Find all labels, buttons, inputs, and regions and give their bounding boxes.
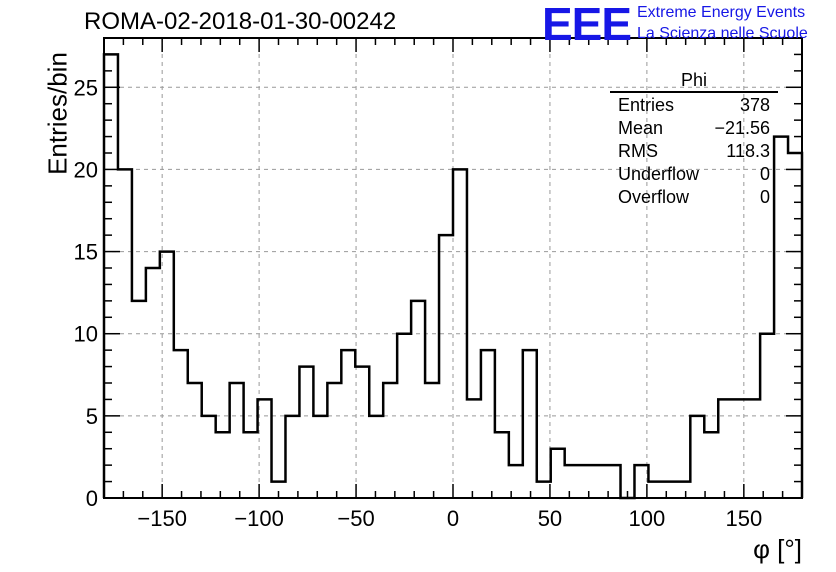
stats-value: 0 <box>759 164 770 184</box>
logo-line-2: La Scienza nelle Scuole <box>637 25 808 42</box>
x-tick-label: 50 <box>538 506 562 531</box>
stats-box: Phi Entries 378 Mean −21.56 RMS 118.3 Un… <box>610 70 778 209</box>
x-tick-label: −150 <box>137 506 187 531</box>
histogram-bin <box>411 301 425 498</box>
histogram-bin <box>104 54 118 498</box>
x-tick-label: 100 <box>629 506 666 531</box>
histogram-bin <box>299 367 313 498</box>
histogram-bin <box>676 482 690 498</box>
histogram-bin <box>341 350 355 498</box>
stats-value: 118.3 <box>726 141 770 161</box>
histogram-bin <box>216 432 230 498</box>
histogram-bin <box>760 334 774 498</box>
histogram-bin <box>202 416 216 498</box>
histogram-bin <box>188 383 202 498</box>
histogram-bin <box>537 482 551 498</box>
x-tick-label: 150 <box>725 506 762 531</box>
y-tick-label: 20 <box>74 157 98 182</box>
x-tick-label: −50 <box>337 506 374 531</box>
histogram-bin <box>495 432 509 498</box>
histogram-bin <box>648 482 662 498</box>
histogram-bin <box>285 416 299 498</box>
stats-row-entries: Entries 378 <box>610 94 778 117</box>
y-tick-label: 0 <box>86 486 98 511</box>
histogram-bin <box>732 399 746 498</box>
histogram-bin <box>579 465 593 498</box>
histogram-bin <box>174 350 188 498</box>
histogram-bin <box>593 465 607 498</box>
histogram-bin <box>118 169 132 498</box>
logo-line-1: Extreme Energy Events <box>637 4 806 21</box>
stats-row-mean: Mean −21.56 <box>610 117 778 140</box>
stats-row-underflow: Underflow 0 <box>610 163 778 186</box>
histogram-bin <box>369 416 383 498</box>
y-axis-label: Entries/bin <box>42 52 73 175</box>
histogram-bin <box>397 334 411 498</box>
histogram-bin <box>523 350 537 498</box>
histogram-bin <box>704 432 718 498</box>
histogram-bin <box>327 383 341 498</box>
stats-row-overflow: Overflow 0 <box>610 186 778 209</box>
histogram-bin <box>746 399 760 498</box>
stats-value: 378 <box>739 95 770 115</box>
y-tick-label: 15 <box>74 240 98 265</box>
histogram-bin <box>718 399 732 498</box>
histogram-line <box>102 53 804 500</box>
histogram-bin <box>551 449 565 498</box>
chart-title: ROMA-02-2018-01-30-00242 <box>84 8 397 35</box>
histogram-bin <box>383 383 397 498</box>
histogram-bin <box>132 301 146 498</box>
x-tick-label: −100 <box>234 506 284 531</box>
histogram-bin <box>788 153 802 498</box>
stats-value: −21.56 <box>714 118 770 138</box>
stats-label: RMS <box>618 141 658 161</box>
histogram-bin <box>230 383 244 498</box>
stats-label: Underflow <box>618 164 700 184</box>
eee-logo: EEE <box>542 0 632 50</box>
logo-caption: Extreme Energy Events La Scienza nelle S… <box>637 2 808 44</box>
histogram-bin <box>439 235 453 498</box>
x-axis-label: φ [°] <box>753 534 802 564</box>
histogram-bin <box>690 416 704 498</box>
histogram-bin <box>467 399 481 498</box>
histogram-bin <box>146 268 160 498</box>
histogram-bin <box>355 367 369 498</box>
histogram-bin <box>565 465 579 498</box>
y-tick-label: 25 <box>74 75 98 100</box>
stats-title: Phi <box>610 70 778 93</box>
x-tick-label: 0 <box>447 506 459 531</box>
histogram-bin <box>481 350 495 498</box>
histogram-series <box>102 53 804 500</box>
stats-row-rms: RMS 118.3 <box>610 140 778 163</box>
stats-label: Overflow <box>618 187 690 207</box>
y-tick-label: 10 <box>74 322 98 347</box>
histogram-bin <box>160 252 174 498</box>
y-tick-label: 5 <box>86 404 98 429</box>
histogram-bin <box>425 383 439 498</box>
stats-value: 0 <box>759 187 770 207</box>
stats-label: Entries <box>618 95 675 115</box>
stats-label: Mean <box>618 118 664 138</box>
histogram-bin <box>313 416 327 498</box>
histogram-bin <box>244 432 258 498</box>
axes: −150 −100 −50 0 50 100 150 0 5 10 15 20 25 <box>74 37 803 531</box>
histogram-bin <box>662 482 676 498</box>
histogram-bin <box>258 399 272 498</box>
histogram-bin <box>453 169 467 498</box>
